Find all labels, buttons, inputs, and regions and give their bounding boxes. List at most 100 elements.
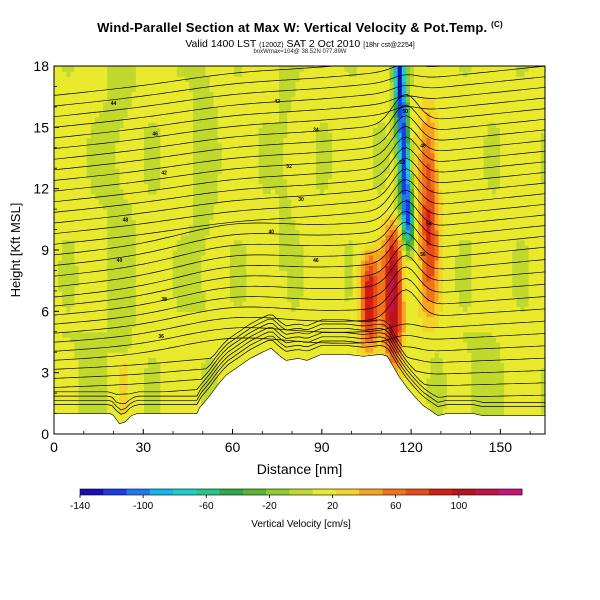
velocity-cell bbox=[74, 367, 80, 374]
velocity-cell bbox=[148, 382, 153, 389]
velocity-cell bbox=[184, 388, 190, 394]
velocity-cell bbox=[197, 398, 202, 404]
velocity-cell bbox=[94, 316, 100, 323]
velocity-cell bbox=[54, 219, 59, 226]
velocity-cell bbox=[94, 372, 100, 379]
velocity-cell bbox=[111, 331, 116, 338]
velocity-cell bbox=[180, 198, 186, 205]
velocity-cell bbox=[148, 321, 153, 328]
velocity-cell bbox=[139, 250, 145, 256]
velocity-cell bbox=[139, 316, 145, 323]
velocity-cell bbox=[74, 168, 80, 174]
velocity-cell bbox=[250, 229, 256, 236]
velocity-cell bbox=[176, 224, 182, 231]
velocity-cell bbox=[205, 106, 211, 113]
velocity-cell bbox=[307, 183, 313, 190]
velocity-cell bbox=[90, 71, 96, 77]
velocity-cell bbox=[164, 193, 170, 200]
velocity-cell bbox=[152, 183, 157, 190]
velocity-cell bbox=[266, 265, 272, 272]
velocity-cell bbox=[225, 352, 231, 358]
velocity-cell bbox=[303, 71, 309, 77]
velocity-cell bbox=[127, 178, 133, 185]
velocity-cell bbox=[229, 270, 235, 277]
velocity-cell bbox=[58, 204, 63, 210]
velocity-cell bbox=[99, 158, 104, 164]
velocity-cell bbox=[332, 301, 337, 307]
velocity-cell bbox=[164, 209, 170, 215]
velocity-cell bbox=[66, 219, 71, 226]
velocity-cell bbox=[213, 127, 219, 134]
velocity-cell bbox=[295, 301, 301, 307]
velocity-cell bbox=[152, 173, 157, 180]
velocity-cell bbox=[164, 408, 170, 415]
velocity-cell bbox=[254, 209, 260, 215]
velocity-cell bbox=[299, 127, 305, 134]
velocity-cell bbox=[266, 321, 272, 328]
velocity-cell bbox=[229, 142, 235, 149]
velocity-cell bbox=[242, 142, 247, 149]
velocity-cell bbox=[164, 106, 170, 113]
velocity-cell bbox=[213, 219, 219, 226]
velocity-cell bbox=[266, 91, 272, 98]
velocity-cell bbox=[303, 280, 309, 287]
velocity-cell bbox=[180, 306, 186, 312]
velocity-cell bbox=[270, 260, 276, 266]
velocity-cell bbox=[82, 127, 88, 134]
velocity-cell bbox=[238, 178, 243, 185]
velocity-cell bbox=[58, 224, 63, 231]
velocity-cell bbox=[197, 234, 202, 241]
velocity-cell bbox=[270, 101, 276, 108]
velocity-cell bbox=[103, 265, 108, 272]
velocity-cell bbox=[94, 255, 100, 261]
velocity-cell bbox=[189, 408, 194, 415]
velocity-cell bbox=[221, 96, 227, 103]
velocity-cell bbox=[254, 173, 260, 180]
velocity-cell bbox=[238, 275, 243, 282]
velocity-cell bbox=[250, 209, 256, 215]
velocity-cell bbox=[238, 76, 243, 82]
velocity-cell bbox=[246, 275, 251, 282]
velocity-cell bbox=[250, 193, 256, 200]
velocity-cell bbox=[307, 306, 313, 312]
velocity-cell bbox=[156, 137, 161, 144]
velocity-cell bbox=[152, 388, 157, 394]
velocity-cell bbox=[180, 321, 186, 328]
velocity-cell bbox=[324, 71, 329, 77]
velocity-cell bbox=[115, 413, 121, 420]
velocity-cell bbox=[90, 152, 96, 159]
velocity-cell bbox=[311, 239, 317, 246]
velocity-cell bbox=[319, 147, 325, 154]
velocity-cell bbox=[66, 352, 71, 358]
velocity-cell bbox=[270, 106, 276, 113]
velocity-cell bbox=[94, 66, 100, 72]
velocity-cell bbox=[291, 265, 297, 272]
velocity-cell bbox=[315, 260, 321, 266]
velocity-cell bbox=[291, 173, 297, 180]
velocity-cell bbox=[221, 244, 227, 251]
velocity-cell bbox=[107, 71, 112, 77]
velocity-cell bbox=[62, 408, 67, 415]
velocity-cell bbox=[189, 316, 194, 323]
velocity-cell bbox=[119, 408, 125, 415]
velocity-cell bbox=[107, 204, 112, 210]
velocity-cell bbox=[324, 347, 329, 353]
velocity-cell bbox=[86, 91, 92, 98]
velocity-cell bbox=[180, 403, 186, 410]
velocity-cell bbox=[238, 224, 243, 231]
velocity-cell bbox=[156, 214, 161, 220]
velocity-cell bbox=[315, 66, 321, 72]
velocity-cell bbox=[139, 193, 145, 200]
velocity-cell bbox=[144, 265, 149, 272]
velocity-cell bbox=[70, 234, 76, 241]
velocity-cell bbox=[82, 168, 88, 174]
velocity-cell bbox=[328, 152, 333, 159]
velocity-cell bbox=[78, 173, 84, 180]
velocity-cell bbox=[123, 147, 129, 154]
velocity-cell bbox=[328, 122, 333, 128]
velocity-cell bbox=[107, 112, 112, 118]
velocity-cell bbox=[62, 106, 67, 113]
velocity-cell bbox=[307, 326, 313, 333]
velocity-cell bbox=[193, 188, 198, 195]
velocity-cell bbox=[315, 280, 321, 287]
